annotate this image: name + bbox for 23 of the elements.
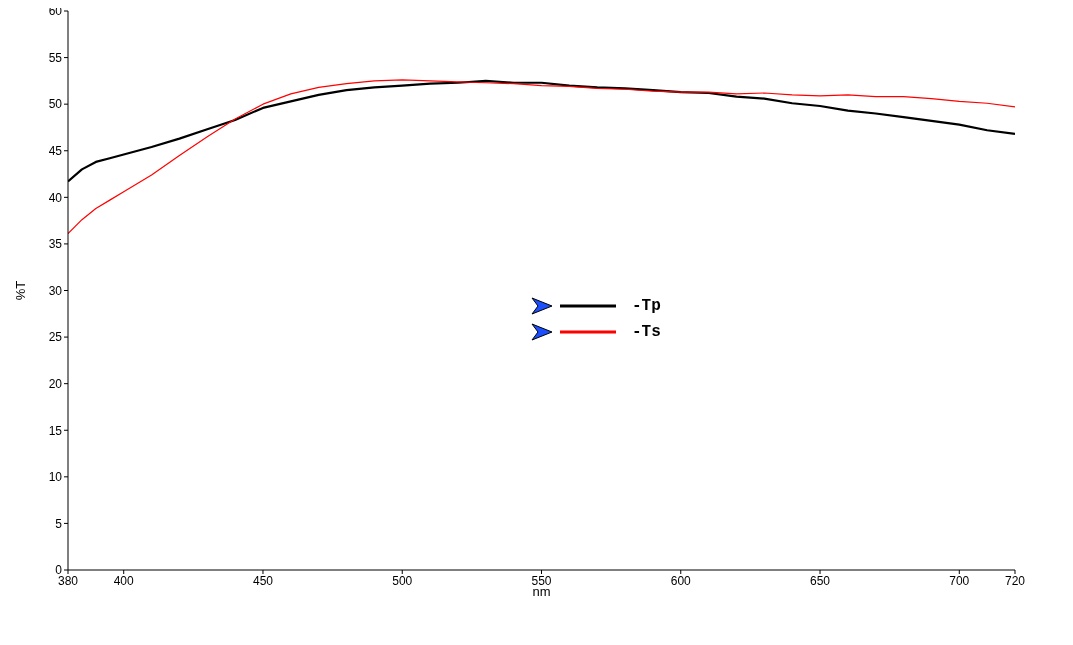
y-tick-label: 40 [48, 190, 63, 205]
x-tick-label: 500 [392, 573, 413, 588]
x-tick-label: 380 [57, 573, 79, 588]
y-tick-label: 5 [55, 516, 63, 531]
x-tick-label: 600 [670, 573, 692, 588]
y-tick-label: 20 [48, 376, 63, 391]
y-tick-label: 25 [48, 330, 63, 345]
line-series [68, 79, 1015, 235]
x-tick-label: 450 [252, 573, 274, 588]
y-tick-label: 35 [48, 237, 63, 252]
x-tick-label: 650 [810, 573, 831, 588]
y-tick-label: 10 [48, 470, 63, 485]
x-tick-label: 400 [113, 573, 135, 588]
y-axis-title: %T [12, 280, 28, 301]
y-tick-label: 15 [48, 423, 63, 438]
x-tick-label: 700 [949, 573, 970, 588]
legend-label: -Ts [632, 323, 661, 341]
y-tick-label: 30 [48, 283, 63, 298]
y-tick-label: 55 [48, 50, 63, 65]
legend-label: -Tp [632, 297, 661, 315]
x-tick-label: 720 [1004, 573, 1026, 588]
y-tick-label: 50 [48, 97, 63, 112]
y-tick-label: 45 [48, 144, 63, 159]
